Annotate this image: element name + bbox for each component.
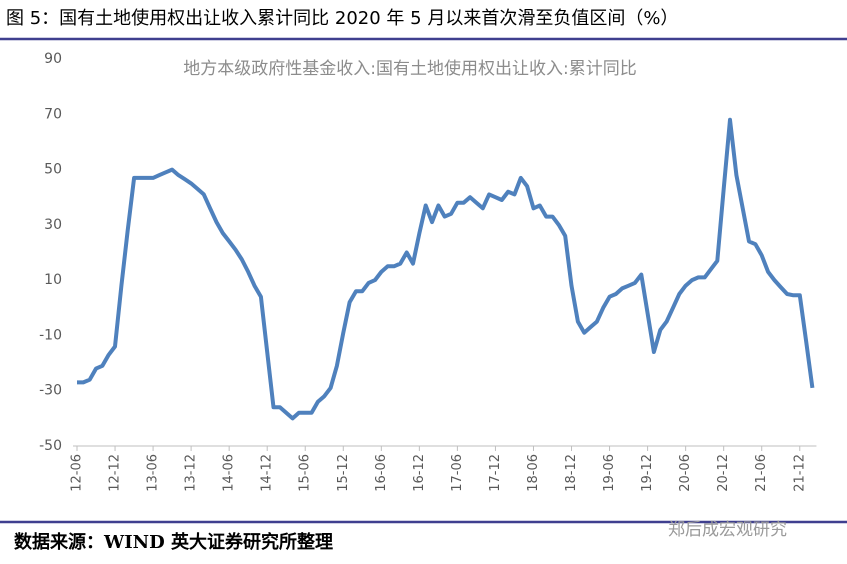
- y-tick-label: 50: [44, 162, 62, 178]
- figure-title: 图 5：国有土地使用权出让收入累计同比 2020 年 5 月以来首次滑至负值区间…: [6, 8, 678, 29]
- x-tick-label: 16-06: [374, 454, 389, 492]
- x-tick-label: 16-12: [412, 454, 427, 492]
- y-tick-label: 70: [44, 106, 62, 122]
- y-tick-label: 10: [44, 272, 62, 288]
- y-tick-label: -30: [39, 383, 62, 399]
- chart-title: 地方本级政府性基金收入:国有土地使用权出让收入:累计同比: [183, 58, 636, 79]
- x-tick-label: 21-06: [754, 454, 769, 492]
- x-tick-label: 12-12: [108, 454, 123, 492]
- y-tick-label: -10: [39, 327, 62, 343]
- x-tick-label: 19-12: [640, 454, 655, 492]
- x-tick-label: 15-12: [336, 454, 351, 492]
- y-tick-label: -50: [39, 438, 62, 454]
- y-tick-label: 90: [44, 51, 62, 67]
- x-tick-label: 17-12: [488, 454, 503, 492]
- source: 数据来源：WIND 英大证券研究所整理: [14, 531, 333, 553]
- watermark: 郑后成宏观研究: [668, 520, 787, 540]
- x-tick-label: 12-06: [70, 454, 85, 492]
- x-tick-label: 18-12: [564, 454, 579, 492]
- x-tick-label: 21-12: [792, 454, 807, 492]
- x-tick-label: 13-06: [146, 454, 161, 492]
- x-tick-label: 17-06: [450, 454, 465, 492]
- x-tick-label: 13-12: [184, 454, 199, 492]
- series-line: [77, 117, 815, 421]
- y-tick-label: 30: [44, 217, 62, 233]
- x-tick-label: 20-12: [716, 454, 731, 492]
- x-tick-label: 14-06: [222, 454, 237, 492]
- x-tick-label: 20-06: [678, 454, 693, 492]
- x-tick-label: 14-12: [260, 454, 275, 492]
- x-tick-label: 15-06: [298, 454, 313, 492]
- x-tick-label: 19-06: [602, 454, 617, 492]
- x-tick-label: 18-06: [526, 454, 541, 492]
